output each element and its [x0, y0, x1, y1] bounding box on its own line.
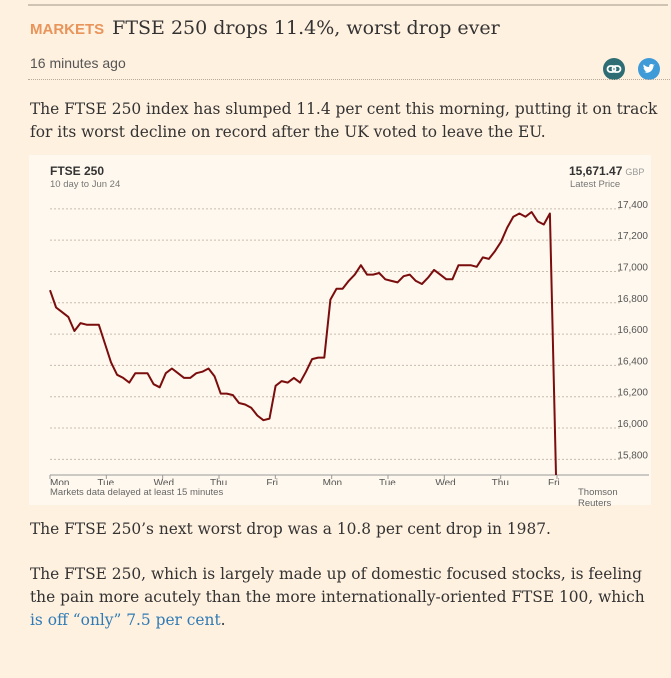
- x-tick-label: Thu: [210, 478, 227, 485]
- x-tick-label: Fri: [548, 478, 560, 485]
- share-link-button[interactable]: [603, 58, 625, 80]
- x-tick-label: Tue: [379, 478, 396, 485]
- latest-price: 15,671.47 GBP: [569, 164, 644, 178]
- y-tick-label: 17,000: [617, 262, 648, 273]
- headline-title: FTSE 250 drops 11.4%, worst drop ever: [112, 17, 500, 39]
- latest-price-label: Latest Price: [570, 179, 621, 190]
- chart-title: FTSE 250: [50, 164, 105, 178]
- link-icon: [606, 65, 622, 73]
- divider: [28, 79, 670, 80]
- paragraph-domestic: The FTSE 250, which is largely made up o…: [30, 563, 662, 632]
- x-tick-label: Wed: [154, 478, 174, 485]
- chart-plot: 17,400 17,200 17,000 16,800 16,600 16,400 16,2…: [49, 200, 649, 485]
- y-tick-label: 17,400: [617, 200, 648, 211]
- chart-subtitle: 10 day to Jun 24: [50, 179, 121, 190]
- y-axis-ticks: 17,400 17,200 17,000 16,800 16,600 16,400 16,2…: [617, 200, 648, 462]
- twitter-icon: [643, 63, 655, 73]
- x-tick-label: Mon: [50, 478, 69, 485]
- y-tick-label: 16,200: [617, 388, 648, 399]
- x-tick-label: Mon: [323, 478, 342, 485]
- chart-gridlines: [50, 208, 649, 476]
- x-tick-label: Tue: [97, 478, 114, 485]
- top-rule: [28, 4, 668, 6]
- ftse-series-line: [49, 211, 557, 476]
- currency: GBP: [625, 167, 645, 177]
- chart-footnote: Markets data delayed at least 15 minutes: [50, 487, 224, 498]
- y-tick-label: 16,600: [617, 325, 648, 336]
- paragraph-domestic-text: The FTSE 250, which is largely made up o…: [30, 565, 645, 606]
- headline: MARKETS FTSE 250 drops 11.4%, worst drop …: [30, 17, 500, 39]
- x-tick-label: Fri: [266, 478, 278, 485]
- paragraph-next-worst: The FTSE 250’s next worst drop was a 10.…: [30, 520, 551, 538]
- ftse100-link[interactable]: is off “only” 7.5 per cent: [30, 611, 221, 629]
- paragraph-intro: The FTSE 250 index has slumped 11.4 per …: [30, 100, 658, 141]
- x-axis-ticks: Mon Tue Wed Thu Fri Mon Tue Wed Thu Fri: [49, 475, 560, 485]
- chart-source: Thomson Reuters: [578, 487, 618, 509]
- y-tick-label: 16,400: [617, 356, 648, 367]
- ftse-chart: FTSE 250 10 day to Jun 24 15,671.47 GBP L…: [29, 155, 651, 509]
- paragraph-domestic-end: .: [220, 611, 226, 629]
- share-twitter-button[interactable]: [638, 58, 660, 80]
- y-tick-label: 15,800: [617, 450, 648, 461]
- x-tick-label: Wed: [435, 478, 455, 485]
- price-value: 15,671.47: [569, 164, 623, 178]
- section-kicker[interactable]: MARKETS: [30, 21, 105, 38]
- y-tick-label: 16,800: [617, 294, 648, 305]
- y-tick-label: 16,000: [617, 419, 648, 430]
- y-tick-label: 17,200: [617, 231, 648, 242]
- timestamp: 16 minutes ago: [30, 55, 126, 71]
- x-tick-label: Thu: [492, 478, 509, 485]
